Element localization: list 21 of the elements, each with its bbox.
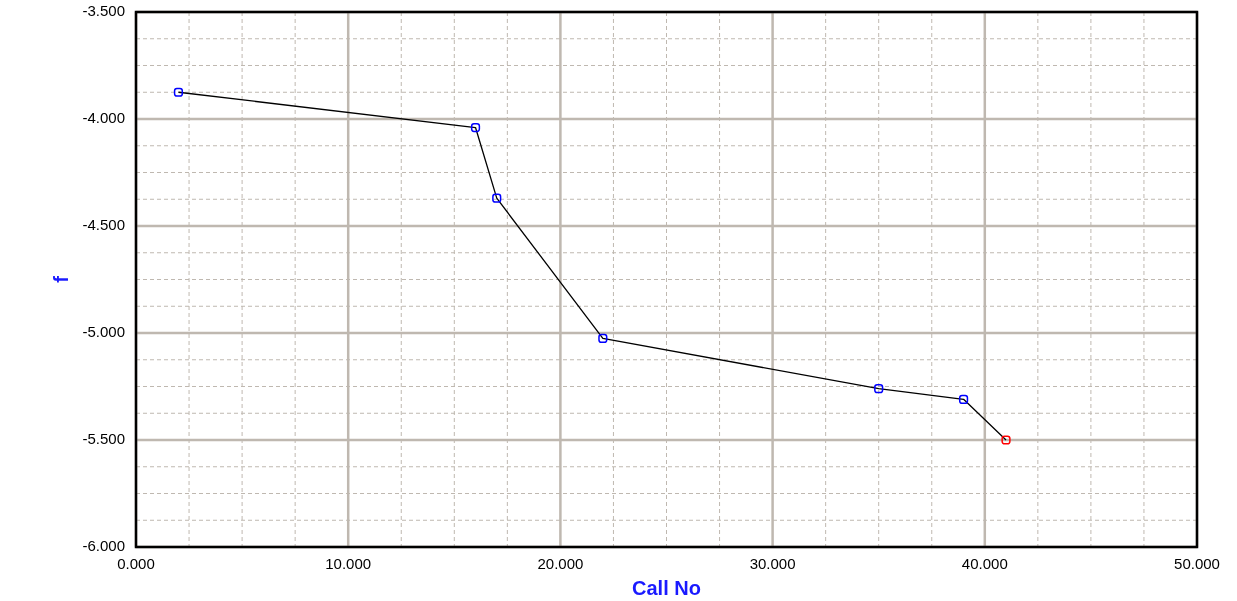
x-tick-label: 30.000 [749,555,796,573]
y-tick-label: -4.500 [82,216,125,234]
y-tick-label: -5.000 [82,323,125,341]
y-tick-label: -5.500 [82,430,125,448]
x-tick-label: 0.000 [117,555,155,573]
y-tick-label: -3.500 [82,2,125,20]
x-tick-label: 40.000 [961,555,1008,573]
point [1001,435,1011,445]
x-tick-label: 50.000 [1174,555,1220,573]
y-tick-label: -4.000 [82,109,125,127]
x-tick-label: 20.000 [537,555,584,573]
x-tick-label: 10.000 [325,555,372,573]
point [492,193,502,203]
point [958,394,969,404]
y-axis-title: f [49,275,72,283]
point [470,122,481,133]
point [874,384,884,394]
point [598,333,608,343]
x-axis-title: Call No [632,576,701,599]
y-tick-label: -6.000 [82,537,125,555]
point [173,87,184,97]
